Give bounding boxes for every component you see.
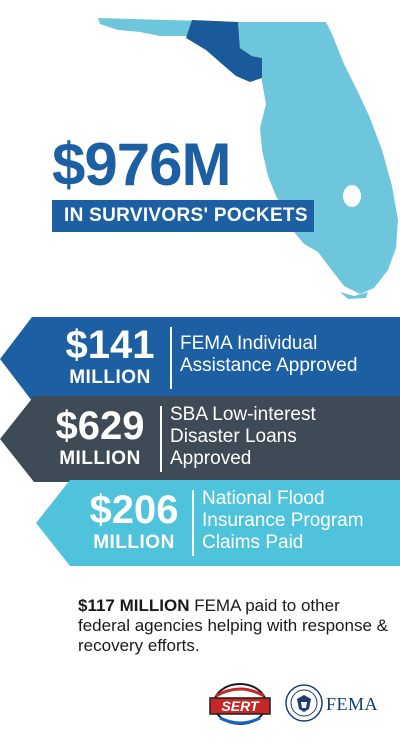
band-nfip-shape [36,480,400,566]
footnote-text: FEMA paid to other federal agencies help… [78,596,388,655]
band-nfip-claims: $206 MILLION National Flood Insurance Pr… [0,480,400,566]
band-nfip-desc: National Flood Insurance Program Claims … [202,488,364,553]
band-nfip-amount: $206 MILLION [89,488,179,553]
band-fema-assistance: $141 MILLION FEMA Individual Assistance … [0,317,400,401]
band-sba-shape [0,396,400,482]
band-fema-shape [0,317,400,401]
band-fema-divider [170,327,172,389]
band-nfip-divider [192,490,194,556]
florida-map [98,18,398,299]
footnote-bold: $117 MILLION [78,596,190,615]
florida-keys [340,292,368,299]
lake-okeechobee [343,185,361,207]
band-sba-divider [160,406,162,472]
band-fema-amount: $141 MILLION [65,323,155,388]
band-fema-desc: FEMA Individual Assistance Approved [180,333,358,376]
florida-panhandle-dark [186,20,262,82]
footnote: $117 MILLION FEMA paid to other federal … [78,596,388,656]
sert-logo-text: SERT [221,698,260,714]
dhs-seal-icon [285,684,323,722]
fema-logo-text: FEMA [326,694,379,714]
total-amount: $976M [52,131,231,198]
band-sba-amount: $629 MILLION [55,404,145,469]
band-sba-loans: $629 MILLION SBA Low-interest Disaster L… [0,396,400,482]
sert-logo: SERT [209,683,271,725]
band-sba-desc: SBA Low-interest Disaster Loans Approved [170,404,316,469]
florida-peninsula [238,22,398,294]
total-subtitle: IN SURVIVORS' POCKETS [52,200,314,232]
